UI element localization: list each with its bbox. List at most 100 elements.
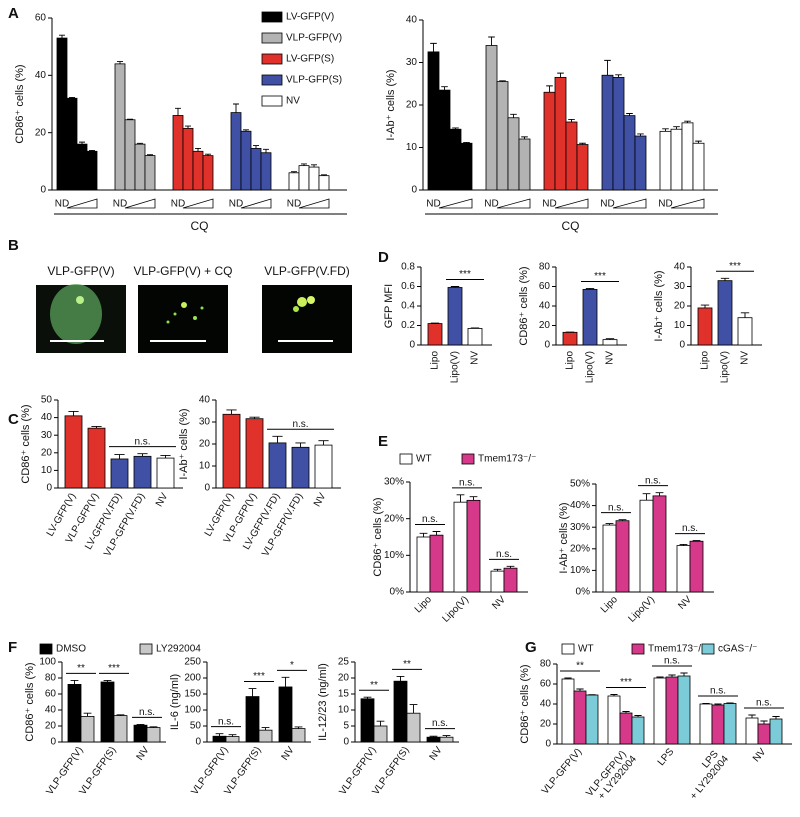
- bar: [737, 317, 753, 346]
- y-tick-label: 40: [406, 15, 418, 26]
- bar: [565, 121, 578, 191]
- x-tick-label: Lipo(V): [585, 351, 596, 383]
- bar: [268, 442, 287, 489]
- error-bar: [488, 36, 495, 46]
- x-tick-label: NV: [428, 745, 445, 763]
- dose-ramp: [612, 198, 647, 209]
- error-bar: [160, 454, 171, 459]
- error-bar: [59, 34, 65, 39]
- error-bar: [521, 136, 528, 139]
- significance-label: ***: [594, 271, 606, 282]
- panel-label: E: [378, 433, 388, 450]
- y-tick-label: 250: [184, 657, 201, 668]
- error-bar: [205, 153, 211, 156]
- bar: [427, 51, 440, 191]
- error-bar: [68, 410, 79, 416]
- error-bar: [618, 519, 627, 521]
- bar: [64, 415, 83, 489]
- bar: [80, 716, 95, 743]
- y-axis-label: CD86⁺ cells (%): [518, 266, 530, 345]
- error-bar: [291, 171, 297, 173]
- error-bar: [116, 714, 125, 716]
- error-bar: [441, 86, 448, 91]
- significance-label: ***: [620, 677, 632, 688]
- error-bar: [295, 442, 306, 448]
- error-bar: [695, 140, 702, 144]
- bar: [288, 172, 300, 191]
- y-tick-label: 20: [35, 127, 47, 138]
- significance-label: ***: [108, 663, 120, 674]
- bar: [503, 567, 518, 593]
- significance-label: ***: [729, 261, 741, 272]
- y-tick-label: 0.2: [401, 320, 415, 331]
- error-bar: [69, 96, 75, 99]
- bar: [429, 534, 444, 593]
- bar: [602, 339, 618, 346]
- bar: [554, 76, 567, 191]
- legend-swatch: [261, 11, 283, 23]
- x-tick-label: Lipo: [430, 351, 441, 370]
- y-tick-label: 10: [674, 320, 686, 331]
- x-tick-label: ND: [113, 199, 127, 210]
- error-bar: [272, 435, 283, 443]
- error-bar: [185, 125, 191, 129]
- error-bar: [261, 727, 270, 731]
- bar: [490, 570, 505, 593]
- panel-label: F: [8, 639, 17, 656]
- y-tick-label: 0: [411, 185, 417, 196]
- legend-label: cGAS⁻/⁻: [718, 644, 757, 655]
- y-axis-label: CD86⁺ cells (%): [14, 64, 26, 143]
- y-tick-label: 20%: [570, 543, 590, 554]
- bar: [250, 148, 262, 191]
- error-bar: [226, 409, 237, 415]
- y-tick-label: 0.8: [401, 262, 415, 273]
- bar: [393, 680, 408, 743]
- bar: [681, 122, 694, 191]
- legend-swatch: [261, 53, 283, 65]
- legend-label: LV-GFP(S): [286, 54, 334, 65]
- bar: [745, 717, 759, 745]
- error-bar: [642, 493, 651, 501]
- x-tick-label: ND: [426, 199, 440, 210]
- legend-swatch: [261, 95, 283, 107]
- panel-label: B: [8, 237, 19, 254]
- y-tick-label: 40: [674, 262, 686, 273]
- y-tick-label: 0: [204, 483, 210, 494]
- bar: [623, 115, 636, 191]
- y-tick-label: 60: [540, 679, 552, 690]
- legend-swatch: [631, 643, 645, 655]
- error-bar: [564, 677, 572, 679]
- x-tick-label: NV: [154, 491, 171, 509]
- bar: [222, 413, 241, 489]
- spot: [307, 296, 315, 304]
- error-bar: [301, 163, 307, 166]
- bar: [697, 307, 713, 346]
- bar: [314, 444, 333, 489]
- bar: [291, 728, 306, 743]
- y-tick-label: 20: [45, 721, 57, 732]
- error-bar: [137, 142, 143, 145]
- x-tick-label: NV: [470, 351, 481, 365]
- x-tick-label: Lipo: [599, 594, 620, 615]
- significance-label: **: [77, 663, 85, 674]
- error-bar: [396, 675, 405, 682]
- error-bar: [114, 454, 125, 459]
- panel-b-images: VLP-GFP(V) VLP-GFP(V) + CQ VLP-GFP(V.FD): [36, 264, 352, 353]
- bar: [172, 115, 184, 191]
- bar: [507, 117, 520, 191]
- y-tick-label: 40: [539, 301, 551, 312]
- dose-ramp: [298, 198, 330, 209]
- legend-label: WT: [578, 644, 594, 655]
- bar: [202, 155, 214, 191]
- significance-label: ***: [459, 269, 471, 280]
- image-title: VLP-GFP(V) + CQ: [133, 264, 232, 278]
- bar: [607, 695, 621, 745]
- bar: [360, 698, 375, 743]
- bar: [230, 112, 242, 191]
- y-tick-label: 40: [540, 699, 552, 710]
- y-tick-label: 60: [45, 689, 57, 700]
- legend-swatch: [561, 643, 575, 655]
- y-tick-label: 50: [41, 395, 53, 406]
- cell: [50, 284, 102, 344]
- dose-ramp: [66, 198, 98, 209]
